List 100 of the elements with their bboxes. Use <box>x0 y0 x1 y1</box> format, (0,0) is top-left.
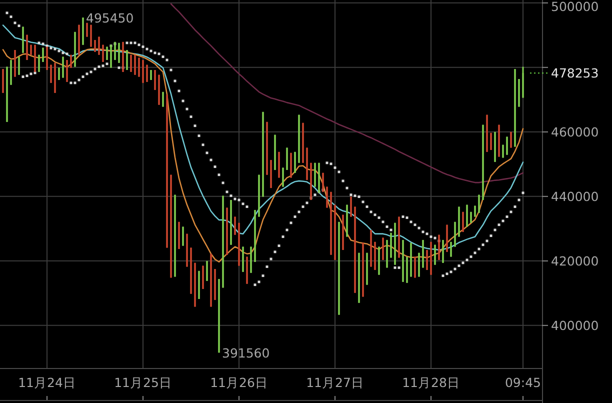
candlestick <box>450 241 452 258</box>
candlestick <box>418 252 420 278</box>
candlestick <box>518 78 520 108</box>
candlestick <box>270 159 272 189</box>
y-tick-label: 420000 <box>551 253 599 268</box>
candlestick <box>34 44 36 73</box>
candlestick <box>150 69 152 81</box>
candlestick <box>302 122 304 164</box>
candlestick <box>70 54 72 69</box>
candlestick <box>366 252 368 286</box>
candlestick <box>498 124 500 158</box>
candlestick <box>38 54 40 73</box>
candlestick <box>210 253 212 308</box>
candlestick <box>66 59 68 83</box>
candlestick <box>294 151 296 174</box>
candlestick <box>350 196 352 218</box>
candlestick <box>162 91 164 108</box>
candlestick <box>178 221 180 250</box>
candlestick <box>234 216 236 236</box>
candlestick <box>354 206 356 294</box>
candlestick <box>230 199 232 246</box>
candlestick <box>46 46 48 71</box>
x-tick-label: 11月25日 <box>114 375 172 390</box>
ref-line-label: 478253 <box>551 66 599 81</box>
candlestick <box>98 36 100 56</box>
candlestick <box>390 232 392 258</box>
candlestick <box>74 31 76 68</box>
candlestick <box>446 224 448 253</box>
candlestick <box>278 151 280 179</box>
candlestick <box>342 214 344 251</box>
candlestick <box>306 146 308 181</box>
candlestick <box>242 246 244 273</box>
candlestick <box>454 221 456 248</box>
candlestick <box>482 124 484 201</box>
candlestick <box>22 26 24 54</box>
candlestick <box>258 174 260 218</box>
candlestick <box>430 241 432 276</box>
x-tick-label: 11月28日 <box>402 375 460 390</box>
candlestick <box>410 242 412 278</box>
y-tick-label: 440000 <box>551 188 599 204</box>
candlestick <box>370 229 372 268</box>
candlestick <box>458 206 460 238</box>
candlestick <box>314 162 316 188</box>
candlestick <box>2 68 4 94</box>
candlestick <box>10 59 12 86</box>
x-tick-label: 09:45 <box>504 375 542 390</box>
candlestick <box>334 204 336 261</box>
candlestick <box>422 239 424 268</box>
candlestick <box>510 131 512 149</box>
candlestick <box>382 236 384 261</box>
candlestick <box>86 22 88 38</box>
candlestick <box>130 54 132 73</box>
candlestick <box>90 24 92 48</box>
candlestick <box>338 221 340 316</box>
candlestick <box>290 152 292 179</box>
candlestick <box>406 256 408 284</box>
candlestick <box>478 194 480 214</box>
candlestick <box>398 216 400 258</box>
candlestick <box>394 222 396 266</box>
candlestick <box>50 64 52 84</box>
candlestick <box>6 66 8 123</box>
candlestick <box>158 74 160 106</box>
candlestick <box>514 68 516 148</box>
candlestick <box>262 111 264 198</box>
candlestick <box>238 222 240 267</box>
candlestick <box>42 46 44 63</box>
candlestick <box>502 144 504 159</box>
candlestick <box>190 246 192 295</box>
candlestick <box>246 256 248 285</box>
candlestick <box>118 42 120 64</box>
candlestick <box>326 186 328 209</box>
candlestick <box>426 249 428 271</box>
candlestick <box>466 204 468 228</box>
candlestick <box>490 132 492 151</box>
candlestick <box>142 59 144 84</box>
candlestick <box>346 204 348 238</box>
y-tick-label: 400000 <box>551 318 599 333</box>
candlestick <box>358 252 360 304</box>
annotation: 495450 <box>86 10 134 26</box>
candlestick <box>186 233 188 268</box>
candlestick <box>378 246 380 276</box>
y-tick-label: 500000 <box>551 0 599 14</box>
candlestick <box>254 209 256 263</box>
candlestick <box>250 246 252 274</box>
candlestick <box>282 166 284 188</box>
candlestick <box>474 204 476 218</box>
candlestick <box>442 239 444 264</box>
candlestick <box>494 131 496 163</box>
candlestick <box>14 49 16 78</box>
candlestick <box>286 146 288 171</box>
candlestick <box>154 69 156 91</box>
candlestick <box>330 191 332 256</box>
x-tick-label: 11月27日 <box>306 375 364 390</box>
candlestick <box>402 239 404 283</box>
candlestick <box>18 56 20 76</box>
candlestick <box>374 241 376 271</box>
candlestick <box>522 66 524 99</box>
candlestick <box>58 66 60 81</box>
candlestick <box>26 34 28 61</box>
candlestick <box>486 114 488 153</box>
